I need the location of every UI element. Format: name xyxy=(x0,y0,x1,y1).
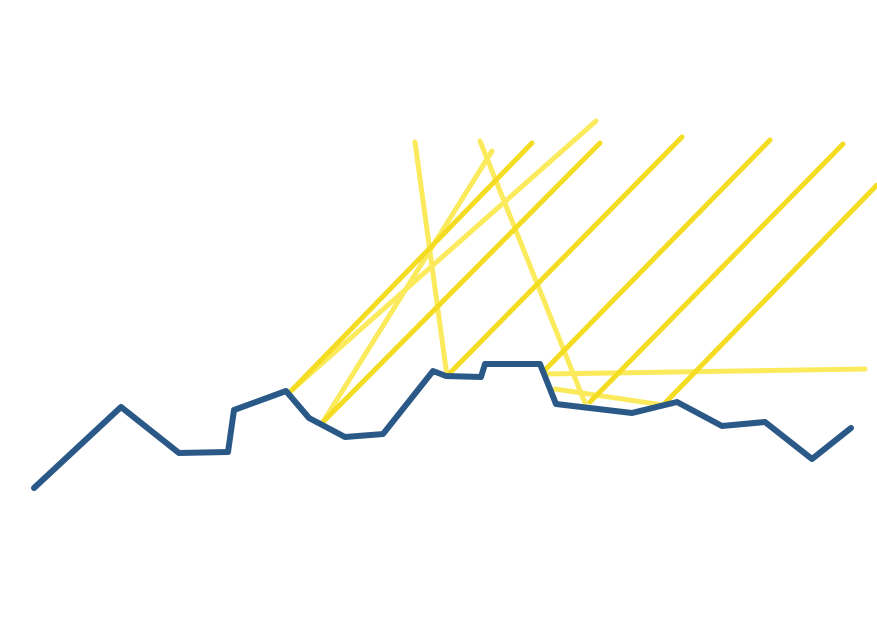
blue-line xyxy=(31,361,854,491)
yellow-line xyxy=(289,118,599,393)
yellow-line xyxy=(320,148,495,425)
yellow-lines xyxy=(287,118,877,425)
yellow-line xyxy=(287,140,535,395)
yellow-line xyxy=(542,137,773,373)
yellow-line xyxy=(320,140,603,425)
yellow-line xyxy=(444,134,685,379)
yellow-line xyxy=(542,366,868,377)
yellow-line xyxy=(587,141,846,405)
yellow-line xyxy=(662,182,877,406)
yellow-line xyxy=(477,138,588,406)
yellow-line xyxy=(412,139,450,379)
yellow-line xyxy=(552,386,666,408)
